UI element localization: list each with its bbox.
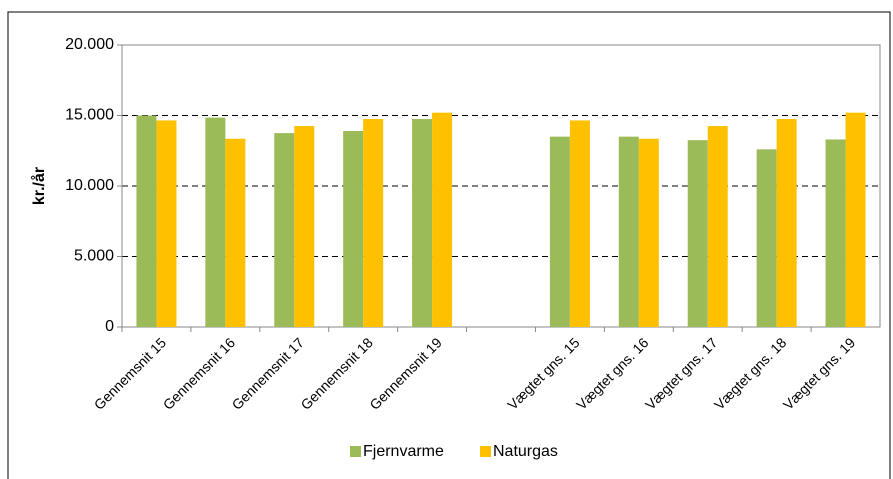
x-tick-label: Vægtet gns. 16 bbox=[573, 334, 652, 413]
bar bbox=[343, 131, 364, 327]
y-tick-label: 10.000 bbox=[65, 177, 114, 194]
bar bbox=[412, 119, 433, 328]
bar bbox=[825, 139, 846, 327]
bar bbox=[136, 115, 157, 327]
x-tick-label: Gennemsnit 17 bbox=[229, 334, 308, 413]
bar bbox=[638, 138, 659, 327]
bar bbox=[845, 112, 866, 328]
bar bbox=[569, 120, 590, 327]
x-tick-label: Gennemsnit 18 bbox=[297, 334, 376, 413]
legend-swatch bbox=[350, 446, 361, 457]
x-tick-label: Gennemsnit 16 bbox=[160, 334, 239, 413]
bar bbox=[205, 117, 226, 328]
x-tick-label: Vægtet gns. 19 bbox=[780, 334, 859, 413]
bar bbox=[776, 119, 797, 328]
x-tick-label: Vægtet gns. 15 bbox=[504, 334, 583, 413]
plot-frame bbox=[121, 44, 881, 328]
legend-label: Naturgas bbox=[493, 443, 558, 460]
y-tick-label: 20.000 bbox=[65, 36, 114, 53]
legend-label: Fjernvarme bbox=[363, 443, 444, 460]
bar bbox=[225, 138, 246, 327]
bar bbox=[756, 149, 777, 327]
bar bbox=[687, 140, 708, 327]
bar bbox=[618, 136, 639, 327]
y-tick-label: 15.000 bbox=[65, 107, 114, 124]
bar bbox=[707, 126, 728, 327]
y-tick-label: 0 bbox=[105, 318, 114, 335]
y-tick-label: 5.000 bbox=[74, 248, 114, 265]
y-axis-label: kr./år bbox=[30, 167, 48, 205]
chart-frame bbox=[7, 11, 891, 479]
bar bbox=[432, 112, 453, 328]
bar bbox=[156, 120, 177, 327]
x-tick-label: Vægtet gns. 18 bbox=[711, 334, 790, 413]
x-tick-label: Gennemsnit 19 bbox=[366, 334, 445, 413]
x-tick-label: Vægtet gns. 17 bbox=[642, 334, 721, 413]
bar bbox=[294, 126, 315, 327]
bar bbox=[363, 119, 384, 328]
bar bbox=[549, 136, 570, 327]
legend-swatch bbox=[480, 446, 491, 457]
x-tick-label: Gennemsnit 15 bbox=[91, 334, 170, 413]
bar bbox=[274, 133, 295, 327]
